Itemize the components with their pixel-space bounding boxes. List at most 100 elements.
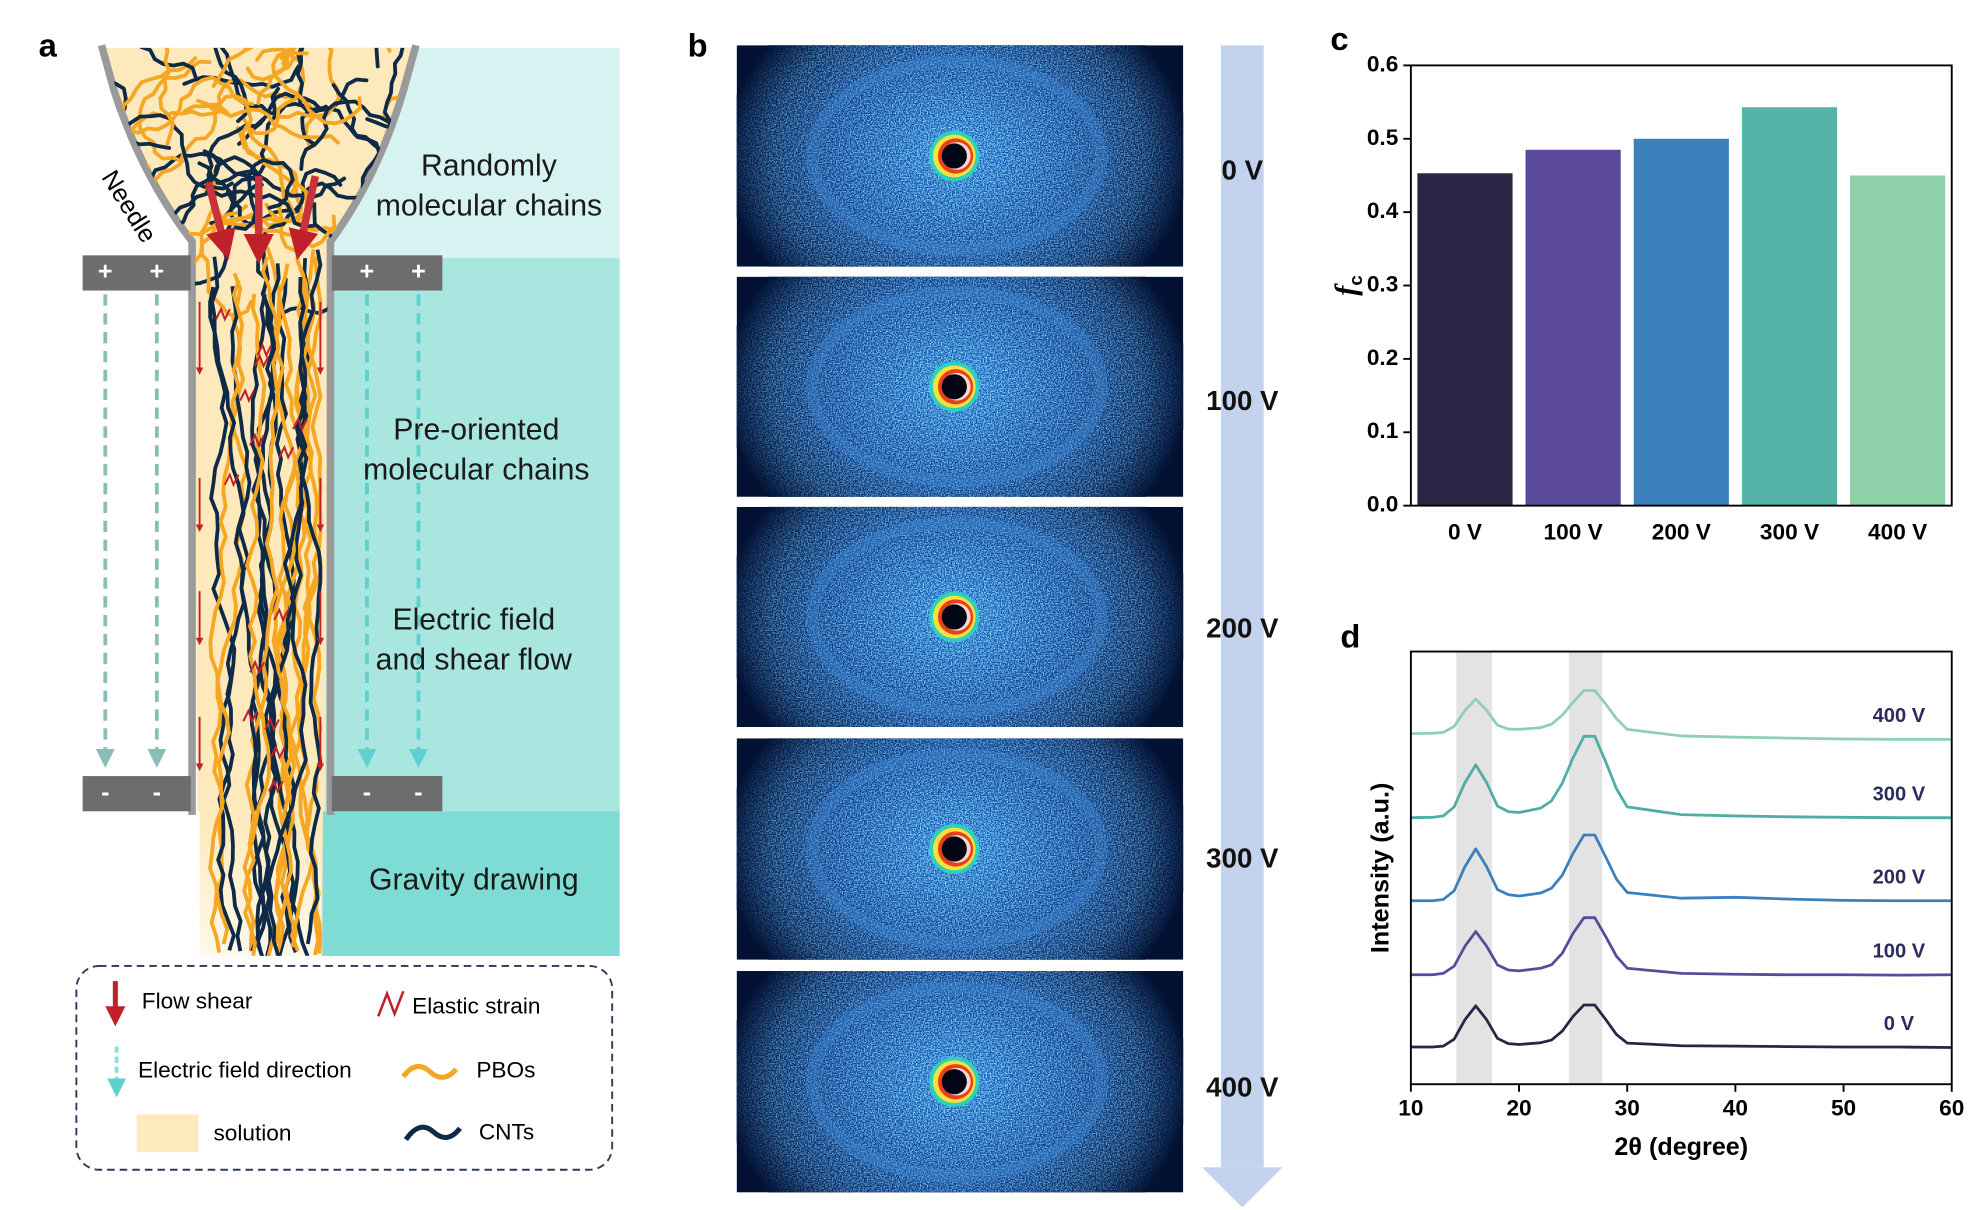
y-axis-label: fc [1329, 275, 1366, 296]
chain [216, 286, 252, 951]
panel-label: d [1340, 618, 1360, 655]
strain-mark [242, 708, 259, 724]
panel-label: b [688, 26, 708, 63]
plot-frame [1409, 64, 1953, 507]
bar [1417, 173, 1513, 506]
saxs-image [736, 971, 1184, 1193]
y-axis-label-sub: c [1345, 275, 1366, 286]
chain [208, 286, 243, 952]
xrd-curve [1410, 734, 1952, 820]
legend-solution [136, 1114, 199, 1153]
x-tick-label: 60 [1939, 1095, 1964, 1120]
chain [240, 122, 309, 223]
bar [1850, 175, 1946, 506]
x-tick-label: 400 V [1868, 519, 1927, 544]
chain [242, 293, 271, 956]
zone-label: and shear flow [376, 644, 572, 677]
beam-stop [941, 836, 967, 862]
beam-stop [941, 1069, 967, 1095]
chain [202, 149, 316, 229]
plot-frame [1409, 650, 1953, 1086]
flow-arrow [204, 181, 236, 260]
strain-mark [256, 342, 273, 358]
image-ring [805, 748, 1108, 950]
y-tick-label: 0.0 [1367, 492, 1398, 517]
bar [1633, 138, 1729, 506]
x-tick-label: 50 [1831, 1095, 1856, 1120]
chain [297, 249, 323, 945]
beam-stop [941, 374, 967, 400]
x-tick-label: 0 V [1448, 519, 1482, 544]
image-ring [805, 286, 1108, 488]
saxs-image [736, 276, 1184, 497]
chain [137, 59, 212, 164]
y-tick-label: 0.6 [1367, 51, 1398, 76]
highlight-band [1568, 651, 1603, 1085]
voltage-label: 100 V [1206, 385, 1279, 416]
y-tick-label: 0.4 [1367, 198, 1399, 223]
chain [210, 256, 271, 952]
voltage-label: 400 V [1206, 1072, 1279, 1103]
electrode [331, 776, 443, 812]
saxs-image [736, 45, 1184, 267]
zone-gravity [321, 811, 620, 956]
legend-label: Flow shear [142, 988, 253, 1013]
electrode [82, 255, 191, 291]
chain [216, 78, 316, 147]
zone-label: molecular chains [376, 190, 602, 223]
chain [209, 86, 280, 226]
image-ring [805, 55, 1108, 257]
beam-stop [941, 604, 967, 630]
strain-mark [278, 444, 295, 460]
chain [207, 94, 296, 215]
legend-strain [377, 990, 405, 1018]
legend-pbo [401, 1063, 459, 1080]
chain [209, 272, 250, 953]
chain [197, 161, 347, 200]
y-tick-label: 0.2 [1367, 345, 1398, 370]
chain [253, 263, 281, 956]
xrd-curve [1410, 916, 1952, 977]
zone-label: Electric field [392, 603, 555, 636]
panel-label: c [1330, 20, 1348, 57]
series-label: 0 V [1884, 1013, 1915, 1035]
chain [290, 256, 323, 952]
electrode-sign: - [101, 778, 109, 806]
strain-mark [239, 387, 255, 404]
strain-mark [269, 744, 286, 760]
bar [1741, 107, 1838, 506]
needle-wall [97, 44, 196, 816]
strain-mark [273, 607, 290, 623]
strain-mark [267, 778, 284, 794]
legend-box [75, 965, 614, 1171]
legend-label: solution [213, 1121, 291, 1146]
voltage-label: 300 V [1206, 843, 1279, 874]
x-tick-label: 100 V [1544, 519, 1603, 544]
voltage-label: 200 V [1206, 612, 1279, 643]
chain [271, 49, 362, 126]
xrd-curve [1410, 689, 1952, 741]
strain-mark [223, 472, 240, 488]
y-tick-label: 0.1 [1367, 418, 1398, 443]
beam-stop [941, 143, 967, 169]
chain [104, 47, 198, 80]
legend-label: Elastic strain [412, 993, 540, 1018]
zone-label: Randomly [421, 149, 558, 182]
chain [211, 47, 296, 106]
zone-field [321, 257, 620, 812]
electrode [82, 776, 191, 812]
strain-mark [249, 659, 265, 675]
x-tick-label: 20 [1506, 1095, 1531, 1120]
legend-cnt [403, 1124, 462, 1142]
zone-label: molecular chains [363, 454, 589, 487]
x-tick-label: 300 V [1760, 519, 1819, 544]
panel-label: a [39, 26, 58, 63]
y-axis-label: Intensity (a.u.) [1367, 783, 1395, 953]
chain [113, 113, 234, 191]
image-ring [805, 516, 1108, 718]
y-tick-label: 0.5 [1367, 125, 1398, 150]
y-axis-label-main: f [1329, 283, 1363, 296]
flow-arrow [288, 175, 320, 261]
